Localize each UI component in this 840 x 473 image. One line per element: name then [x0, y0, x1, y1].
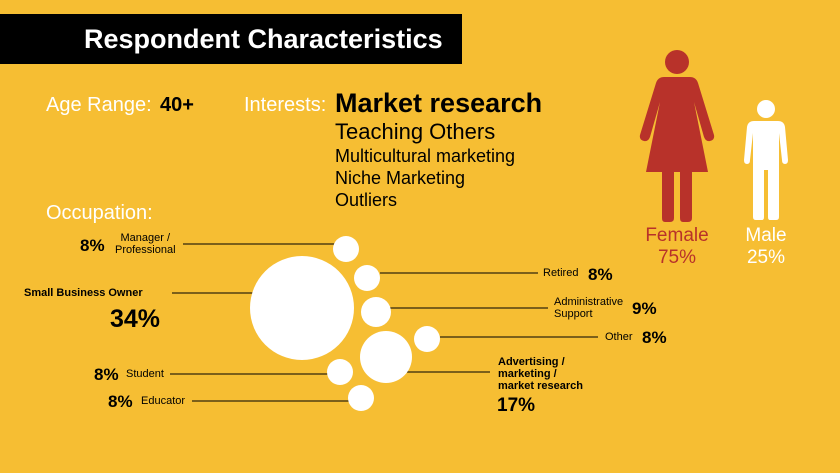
female-figure-icon	[639, 50, 715, 222]
occupation-label-other: Other	[605, 331, 633, 343]
interest-item: Niche Marketing	[335, 168, 466, 188]
bubble-admin	[361, 297, 391, 327]
interests-label: Interests:	[244, 94, 327, 116]
bubble-educator	[348, 385, 374, 411]
page-title: Respondent Characteristics	[84, 24, 443, 54]
occupation-label-student: Student	[126, 368, 164, 380]
male-pct: 25%	[746, 247, 786, 268]
age-range-label: Age Range:	[46, 94, 152, 116]
bubble-retired	[354, 265, 380, 291]
occupation-label-advertising: Advertising / marketing / market researc…	[498, 356, 584, 392]
female-pct: 75%	[657, 247, 697, 268]
bubble-small-business	[250, 256, 354, 360]
male-figure-icon	[744, 100, 788, 220]
occupation-label-retired: Retired	[543, 267, 579, 279]
occupation-pct-retired: 8%	[588, 265, 613, 284]
occupation-pct-small-business: 34%	[110, 305, 161, 333]
bubble-student	[327, 359, 353, 385]
occupation-label-small-business: Small Business Owner	[24, 287, 143, 299]
female-label: Female	[645, 225, 709, 246]
occupation-label-admin: Administrative Support	[554, 296, 624, 320]
occupation-pct-other: 8%	[642, 328, 667, 347]
occupation-pct-admin: 9%	[632, 299, 657, 318]
interest-item: Outliers	[335, 190, 398, 210]
bubble-other	[414, 326, 440, 352]
interest-item: Teaching Others	[335, 119, 496, 144]
occupation-pct-educator: 8%	[108, 392, 133, 411]
occupation-label-educator: Educator	[141, 395, 186, 407]
occupation-label-manager: Manager / Professional	[115, 232, 176, 256]
occupation-pct-manager: 8%	[80, 236, 105, 255]
occupation-label: Occupation:	[46, 202, 153, 224]
bubble-manager	[333, 236, 359, 262]
occupation-pct-advertising: 17%	[497, 395, 536, 416]
interest-item: Multicultural marketing	[335, 146, 516, 166]
title-bar	[0, 14, 462, 64]
male-label: Male	[745, 225, 787, 246]
age-range-value: 40+	[160, 94, 194, 116]
bubble-advertising	[360, 331, 412, 383]
interest-item-primary: Market research	[335, 88, 543, 118]
occupation-pct-student: 8%	[94, 365, 119, 384]
